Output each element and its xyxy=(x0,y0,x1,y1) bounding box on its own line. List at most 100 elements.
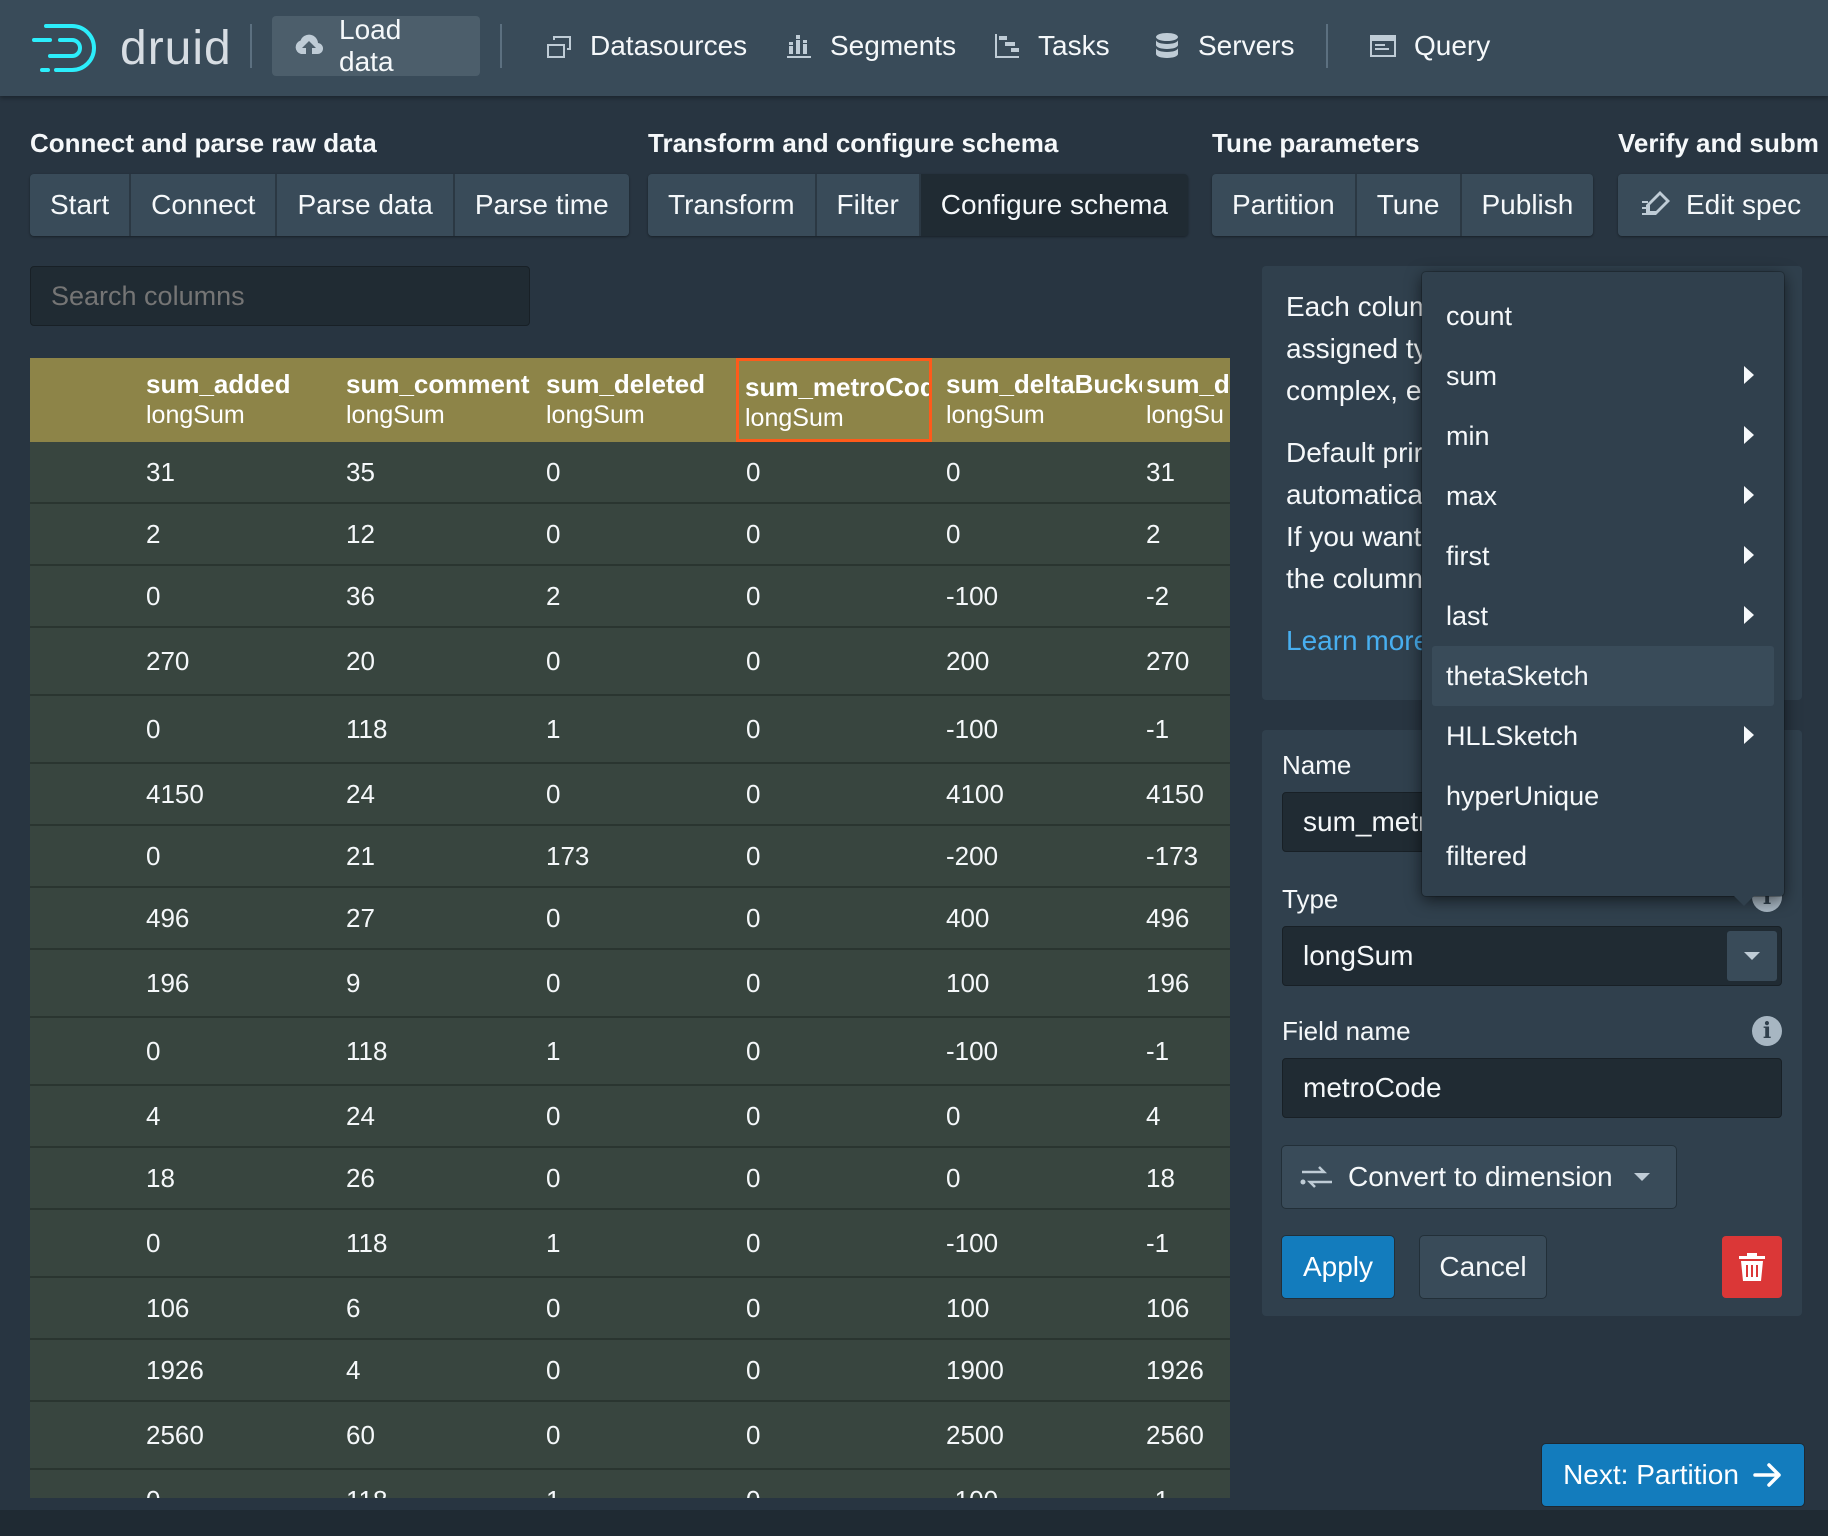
caret-down-icon[interactable] xyxy=(1727,931,1777,981)
table-cell: 0 xyxy=(946,1101,961,1131)
step-tune[interactable]: Tune xyxy=(1356,174,1462,236)
step-start[interactable]: Start xyxy=(30,174,132,236)
column-header[interactable]: sum_deltaBucket longSum xyxy=(946,358,1142,442)
arrow-right-icon xyxy=(1753,1462,1783,1488)
step-group-label-transform: Transform and configure schema xyxy=(648,128,1059,158)
menu-item-label: thetaSketch xyxy=(1446,660,1589,691)
menu-item-last[interactable]: last xyxy=(1432,586,1774,646)
table-cell: 27 xyxy=(346,903,375,933)
convert-to-dimension-button[interactable]: Convert to dimension xyxy=(1282,1146,1676,1208)
table-cell: 4100 xyxy=(946,779,1004,809)
table-row: 106 6 0 0 100 106 xyxy=(30,1278,1230,1340)
step-publish[interactable]: Publish xyxy=(1461,174,1594,236)
menu-item-hyperunique[interactable]: hyperUnique xyxy=(1432,766,1774,826)
search-columns-input[interactable] xyxy=(30,266,530,326)
menu-item-min[interactable]: min xyxy=(1432,406,1774,466)
table-cell: 0 xyxy=(746,646,761,676)
druid-logo[interactable]: druid xyxy=(30,16,250,80)
table-cell: 0 xyxy=(546,779,561,809)
table-cell: 196 xyxy=(146,968,190,998)
nav-segments-label: Segments xyxy=(830,30,957,61)
table-cell: 2 xyxy=(1146,519,1161,549)
step-edit-spec[interactable]: Edit spec xyxy=(1618,174,1828,236)
table-cell: 1 xyxy=(546,1228,561,1258)
table-row: 0 36 2 0 -100 -2 xyxy=(30,566,1230,628)
table-cell: 0 xyxy=(546,457,561,487)
table-cell: 118 xyxy=(346,1036,388,1066)
table-row: 18 26 0 0 0 18 xyxy=(30,1148,1230,1210)
table-row: 31 35 0 0 0 31 xyxy=(30,442,1230,504)
table-cell: -1 xyxy=(1146,714,1170,744)
step-filter[interactable]: Filter xyxy=(816,174,921,236)
table-cell: 9 xyxy=(346,968,361,998)
menu-item-filtered[interactable]: filtered xyxy=(1432,826,1774,886)
table-cell: 0 xyxy=(546,968,561,998)
step-edit-spec-label: Edit spec xyxy=(1686,189,1802,220)
table-cell: 0 xyxy=(746,968,761,998)
column-header[interactable]: sum_deleted longSum xyxy=(546,358,742,442)
step-parse-data[interactable]: Parse data xyxy=(277,174,455,236)
table-cell: 2 xyxy=(546,581,561,611)
menu-item-thetasketch[interactable]: thetaSketch xyxy=(1432,646,1774,706)
column-header[interactable]: sum_added longSum xyxy=(146,358,342,442)
table-cell: 31 xyxy=(1146,457,1175,487)
field-name-input[interactable]: metroCode xyxy=(1282,1058,1782,1118)
table-cell: -100 xyxy=(946,1036,999,1066)
name-label: Name xyxy=(1282,750,1352,780)
footer-strip xyxy=(0,1510,1828,1536)
nav-tasks[interactable]: Tasks xyxy=(970,16,1130,76)
table-cell: 24 xyxy=(346,779,375,809)
info-icon[interactable]: i xyxy=(1752,1016,1782,1046)
table-cell: 0 xyxy=(546,1101,561,1131)
swap-icon xyxy=(1300,1165,1334,1189)
step-partition[interactable]: Partition xyxy=(1212,174,1357,236)
table-cell: -1 xyxy=(1146,1470,1230,1498)
nav-datasources[interactable]: Datasources xyxy=(522,16,767,76)
step-transform[interactable]: Transform xyxy=(648,174,817,236)
learn-more-link[interactable]: Learn more xyxy=(1286,625,1430,656)
column-header[interactable]: sum_metroCode longSum xyxy=(736,358,932,442)
menu-item-sum[interactable]: sum xyxy=(1432,346,1774,406)
table-cell: 2 xyxy=(146,519,161,549)
nav-segments[interactable]: Segments xyxy=(762,16,976,76)
table-row: 0 118 1 0 -100 -1 xyxy=(30,1018,1230,1086)
table-cell: 106 xyxy=(1146,1293,1190,1323)
column-header[interactable]: sum_comment longSum xyxy=(346,358,542,442)
menu-item-first[interactable]: first xyxy=(1432,526,1774,586)
top-navbar: druid Load data Datasources Segments Tas… xyxy=(0,0,1828,96)
type-select[interactable]: longSum xyxy=(1282,926,1782,986)
table-cell: 1 xyxy=(546,1470,742,1498)
step-connect[interactable]: Connect xyxy=(131,174,278,236)
table-cell: 0 xyxy=(546,1163,561,1193)
table-cell: 0 xyxy=(746,1355,761,1385)
column-header[interactable]: sum_d longSu xyxy=(1146,358,1230,442)
cancel-button[interactable]: Cancel xyxy=(1420,1236,1546,1298)
column-name: sum_added xyxy=(146,369,291,399)
next-partition-button[interactable]: Next: Partition xyxy=(1542,1444,1804,1506)
table-cell: 4 xyxy=(1146,1101,1161,1131)
table-cell: 4 xyxy=(346,1355,361,1385)
table-cell: 35 xyxy=(346,457,375,487)
delete-button[interactable] xyxy=(1722,1236,1782,1298)
table-cell: 0 xyxy=(546,1420,561,1450)
step-configure-schema[interactable]: Configure schema xyxy=(920,174,1189,236)
nav-servers[interactable]: Servers xyxy=(1130,16,1314,76)
column-type: longSum xyxy=(546,401,645,429)
nav-load-data[interactable]: Load data xyxy=(272,14,480,77)
menu-item-max[interactable]: max xyxy=(1432,466,1774,526)
column-name: sum_metroCode xyxy=(745,372,932,402)
table-row: 496 27 0 0 400 496 xyxy=(30,888,1230,950)
nav-query-label: Query xyxy=(1414,30,1491,61)
step-parse-time[interactable]: Parse time xyxy=(454,174,629,236)
apply-button[interactable]: Apply xyxy=(1282,1236,1394,1298)
multi-select-icon xyxy=(542,29,576,63)
menu-item-label: HLLSketch xyxy=(1446,720,1579,751)
nav-query[interactable]: Query xyxy=(1346,16,1510,76)
menu-item-count[interactable]: count xyxy=(1432,286,1774,346)
step-group-verify: Edit spec xyxy=(1618,174,1828,236)
menu-item-hllsketch[interactable]: HLLSketch xyxy=(1432,706,1774,766)
menu-item-label: first xyxy=(1446,540,1490,571)
help-text-line: automatica xyxy=(1286,479,1423,510)
table-cell: 0 xyxy=(746,1293,761,1323)
table-cell: 0 xyxy=(946,457,961,487)
